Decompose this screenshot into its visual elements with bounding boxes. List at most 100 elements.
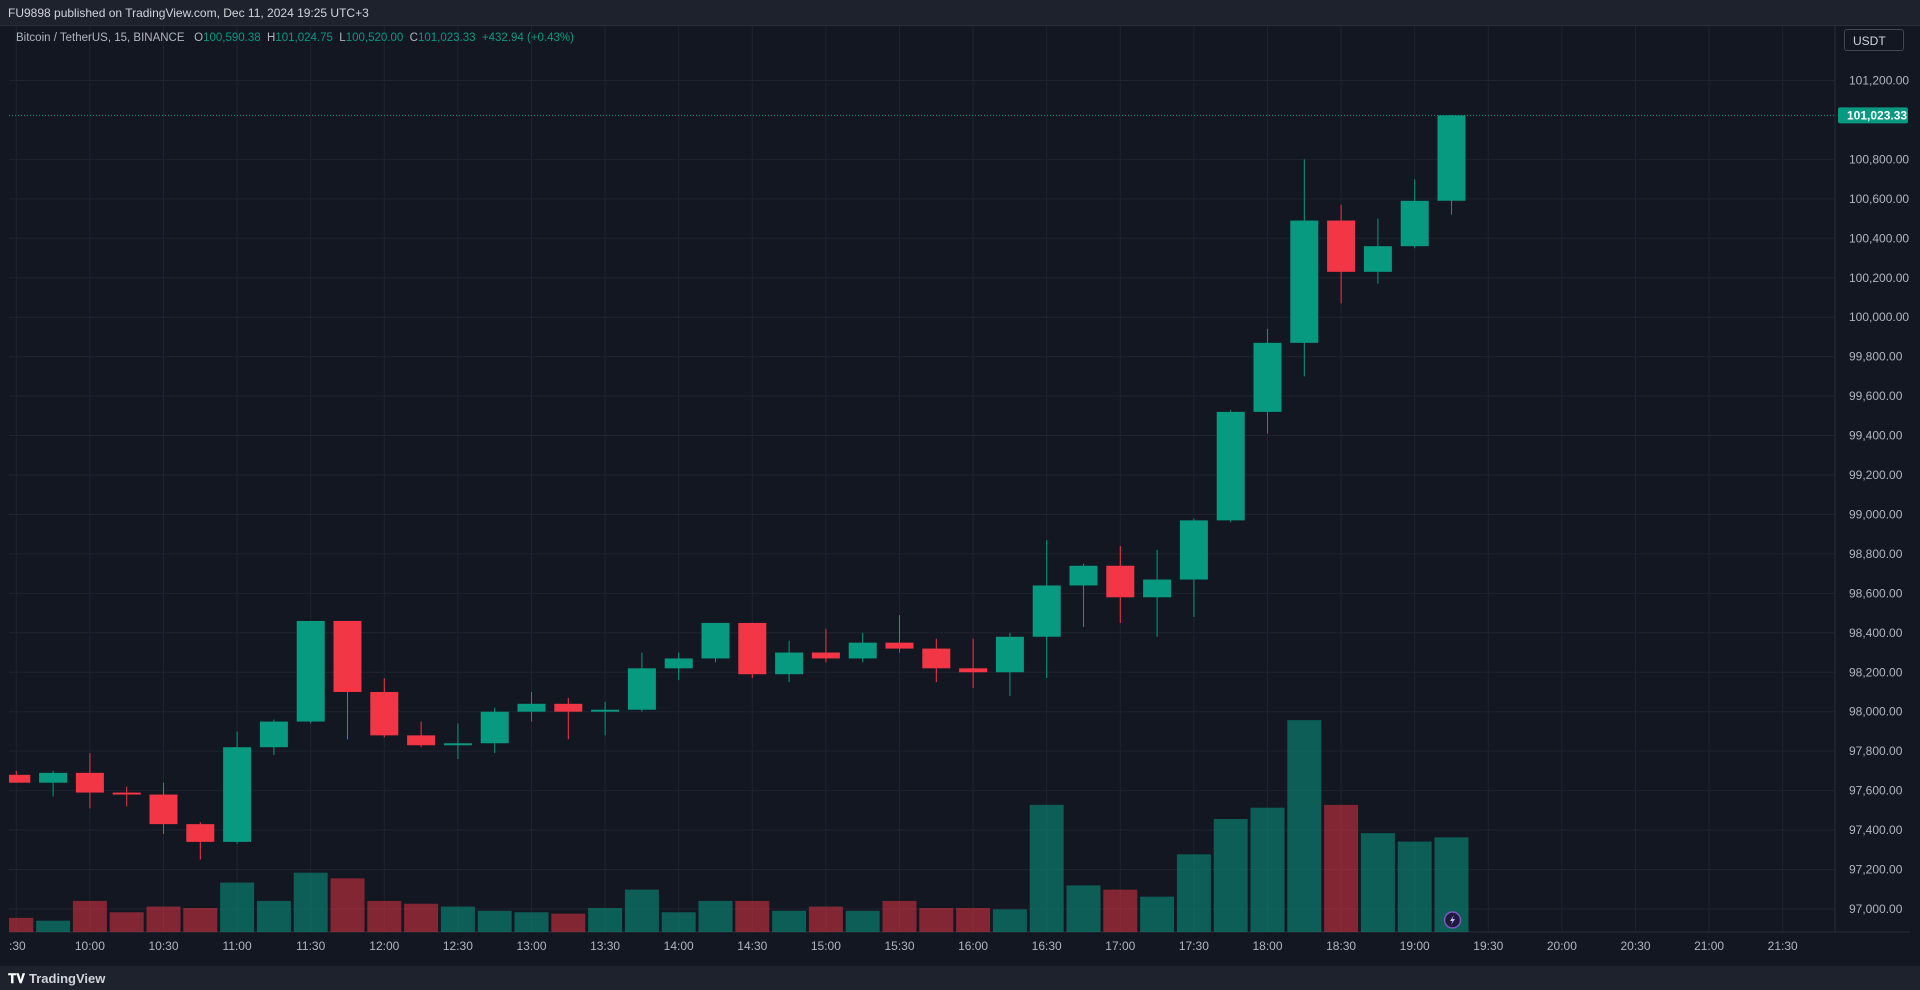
candle-body[interactable] xyxy=(1106,565,1135,598)
tradingview-logo[interactable]: 𝐓𝐕 TradingView xyxy=(8,971,105,987)
candle-body[interactable] xyxy=(259,721,288,748)
open-value: 100,590.38 xyxy=(203,32,261,44)
time-tick-label: 17:00 xyxy=(1105,939,1135,953)
candle-body[interactable] xyxy=(1143,579,1172,598)
time-tick-label: 17:30 xyxy=(1179,939,1209,953)
candle-body[interactable] xyxy=(885,642,914,649)
volume-bar xyxy=(624,889,659,932)
time-tick-label: 11:00 xyxy=(223,939,252,953)
volume-bar xyxy=(109,912,144,932)
volume-bar xyxy=(808,906,843,932)
candle-body[interactable] xyxy=(112,792,141,795)
candle-body[interactable] xyxy=(922,648,951,669)
candle-body[interactable] xyxy=(480,711,509,744)
volume-bar xyxy=(551,913,586,932)
price-tick-label: 97,800.00 xyxy=(1849,744,1903,758)
candle-body[interactable] xyxy=(775,652,804,675)
volume-bar xyxy=(1397,841,1432,932)
price-tick-label: 98,600.00 xyxy=(1849,586,1903,600)
volume-bar xyxy=(956,907,991,932)
candle-body[interactable] xyxy=(370,691,399,736)
candle-body[interactable] xyxy=(333,620,362,692)
candle-body[interactable] xyxy=(1290,220,1319,343)
candle-body[interactable] xyxy=(959,668,988,673)
candle-body[interactable] xyxy=(554,703,583,712)
candle-body[interactable] xyxy=(1363,246,1392,272)
time-tick-label: 13:30 xyxy=(590,939,620,953)
time-tick-label: 19:30 xyxy=(1473,939,1503,953)
candle-body[interactable] xyxy=(296,620,325,722)
time-tick-label: 18:30 xyxy=(1326,939,1356,953)
candle-body[interactable] xyxy=(1069,565,1098,586)
price-tick-label: 97,600.00 xyxy=(1849,784,1903,798)
volume-bar xyxy=(1066,885,1101,932)
time-tick-label: 19:00 xyxy=(1400,939,1430,953)
candle-body[interactable] xyxy=(664,658,693,669)
volume-bar xyxy=(698,900,733,932)
last-price-badge xyxy=(1838,107,1908,124)
candle-body[interactable] xyxy=(186,824,215,842)
price-tick-label: 99,800.00 xyxy=(1849,350,1903,364)
brand-name: TradingView xyxy=(29,971,106,986)
volume-bar xyxy=(1103,889,1138,932)
time-tick-label: 12:30 xyxy=(443,939,473,953)
high-label: H xyxy=(267,32,276,44)
chart-frame[interactable] xyxy=(9,26,1910,966)
candle-body[interactable] xyxy=(591,709,620,712)
candle-body[interactable] xyxy=(223,747,252,842)
price-tick-label: 98,400.00 xyxy=(1849,626,1903,640)
price-tick-label: 100,400.00 xyxy=(1849,231,1909,245)
price-tick-label: 98,000.00 xyxy=(1849,705,1903,719)
candle-body[interactable] xyxy=(627,668,656,710)
time-tick-label: 15:00 xyxy=(811,939,841,953)
candle-body[interactable] xyxy=(848,642,877,659)
candle-body[interactable] xyxy=(1327,220,1356,272)
candle-body[interactable] xyxy=(701,622,730,659)
volume-bar xyxy=(992,909,1027,932)
time-tick-label: 10:30 xyxy=(148,939,178,953)
price-tick-label: 99,600.00 xyxy=(1849,389,1903,403)
currency-unit-button[interactable]: USDT xyxy=(1844,29,1904,51)
candle-body[interactable] xyxy=(1437,115,1466,201)
candle-body[interactable] xyxy=(1253,342,1282,412)
candle-body[interactable] xyxy=(1179,520,1208,580)
candle-body[interactable] xyxy=(995,636,1024,673)
candle-body[interactable] xyxy=(407,735,436,746)
candle-body[interactable] xyxy=(39,772,68,783)
volume-bar xyxy=(588,907,623,932)
lightning-bolt-icon xyxy=(1450,915,1455,925)
symbol-name[interactable]: Bitcoin / TetherUS, 15, BINANCE xyxy=(16,32,185,44)
volume-bar xyxy=(72,900,107,932)
price-tick-label: 99,000.00 xyxy=(1849,507,1903,521)
volume-bar xyxy=(9,917,34,932)
change-value: +432.94 (+0.43%) xyxy=(481,32,574,44)
candle-body[interactable] xyxy=(1216,411,1245,521)
candle-body[interactable] xyxy=(9,774,31,783)
volume-bar xyxy=(404,903,439,932)
candle-body[interactable] xyxy=(811,652,840,659)
volume-bar xyxy=(36,920,71,932)
time-tick-label: 10:00 xyxy=(75,939,105,953)
volume-bar xyxy=(1287,720,1322,932)
volume-bar xyxy=(1360,833,1395,932)
candle-body[interactable] xyxy=(443,743,472,746)
candle-body[interactable] xyxy=(1032,585,1061,637)
volume-bar xyxy=(1213,819,1248,932)
price-tick-label: 100,800.00 xyxy=(1849,152,1909,166)
time-tick-label: 18:00 xyxy=(1252,939,1282,953)
symbol-legend: Bitcoin / TetherUS, 15, BINANCE O100,590… xyxy=(16,32,574,44)
time-tick-label: 20:00 xyxy=(1547,939,1577,953)
price-tick-label: 99,200.00 xyxy=(1849,468,1903,482)
candle-body[interactable] xyxy=(1400,200,1429,247)
candle-body[interactable] xyxy=(738,622,767,675)
low-value: 100,520.00 xyxy=(345,32,404,44)
time-tick-label: 16:00 xyxy=(958,939,988,953)
volume-bar xyxy=(183,907,218,932)
price-tick-label: 101,200.00 xyxy=(1849,74,1909,88)
price-tick-label: 100,600.00 xyxy=(1849,192,1909,206)
time-tick-label: 16:30 xyxy=(1032,939,1062,953)
candle-body[interactable] xyxy=(75,772,104,793)
candle-body[interactable] xyxy=(149,794,178,825)
candle-body[interactable] xyxy=(517,703,546,712)
candlestick-chart[interactable]: 101,200.00 100,800.00 100,600.00 100,400.00… xyxy=(0,0,1920,966)
